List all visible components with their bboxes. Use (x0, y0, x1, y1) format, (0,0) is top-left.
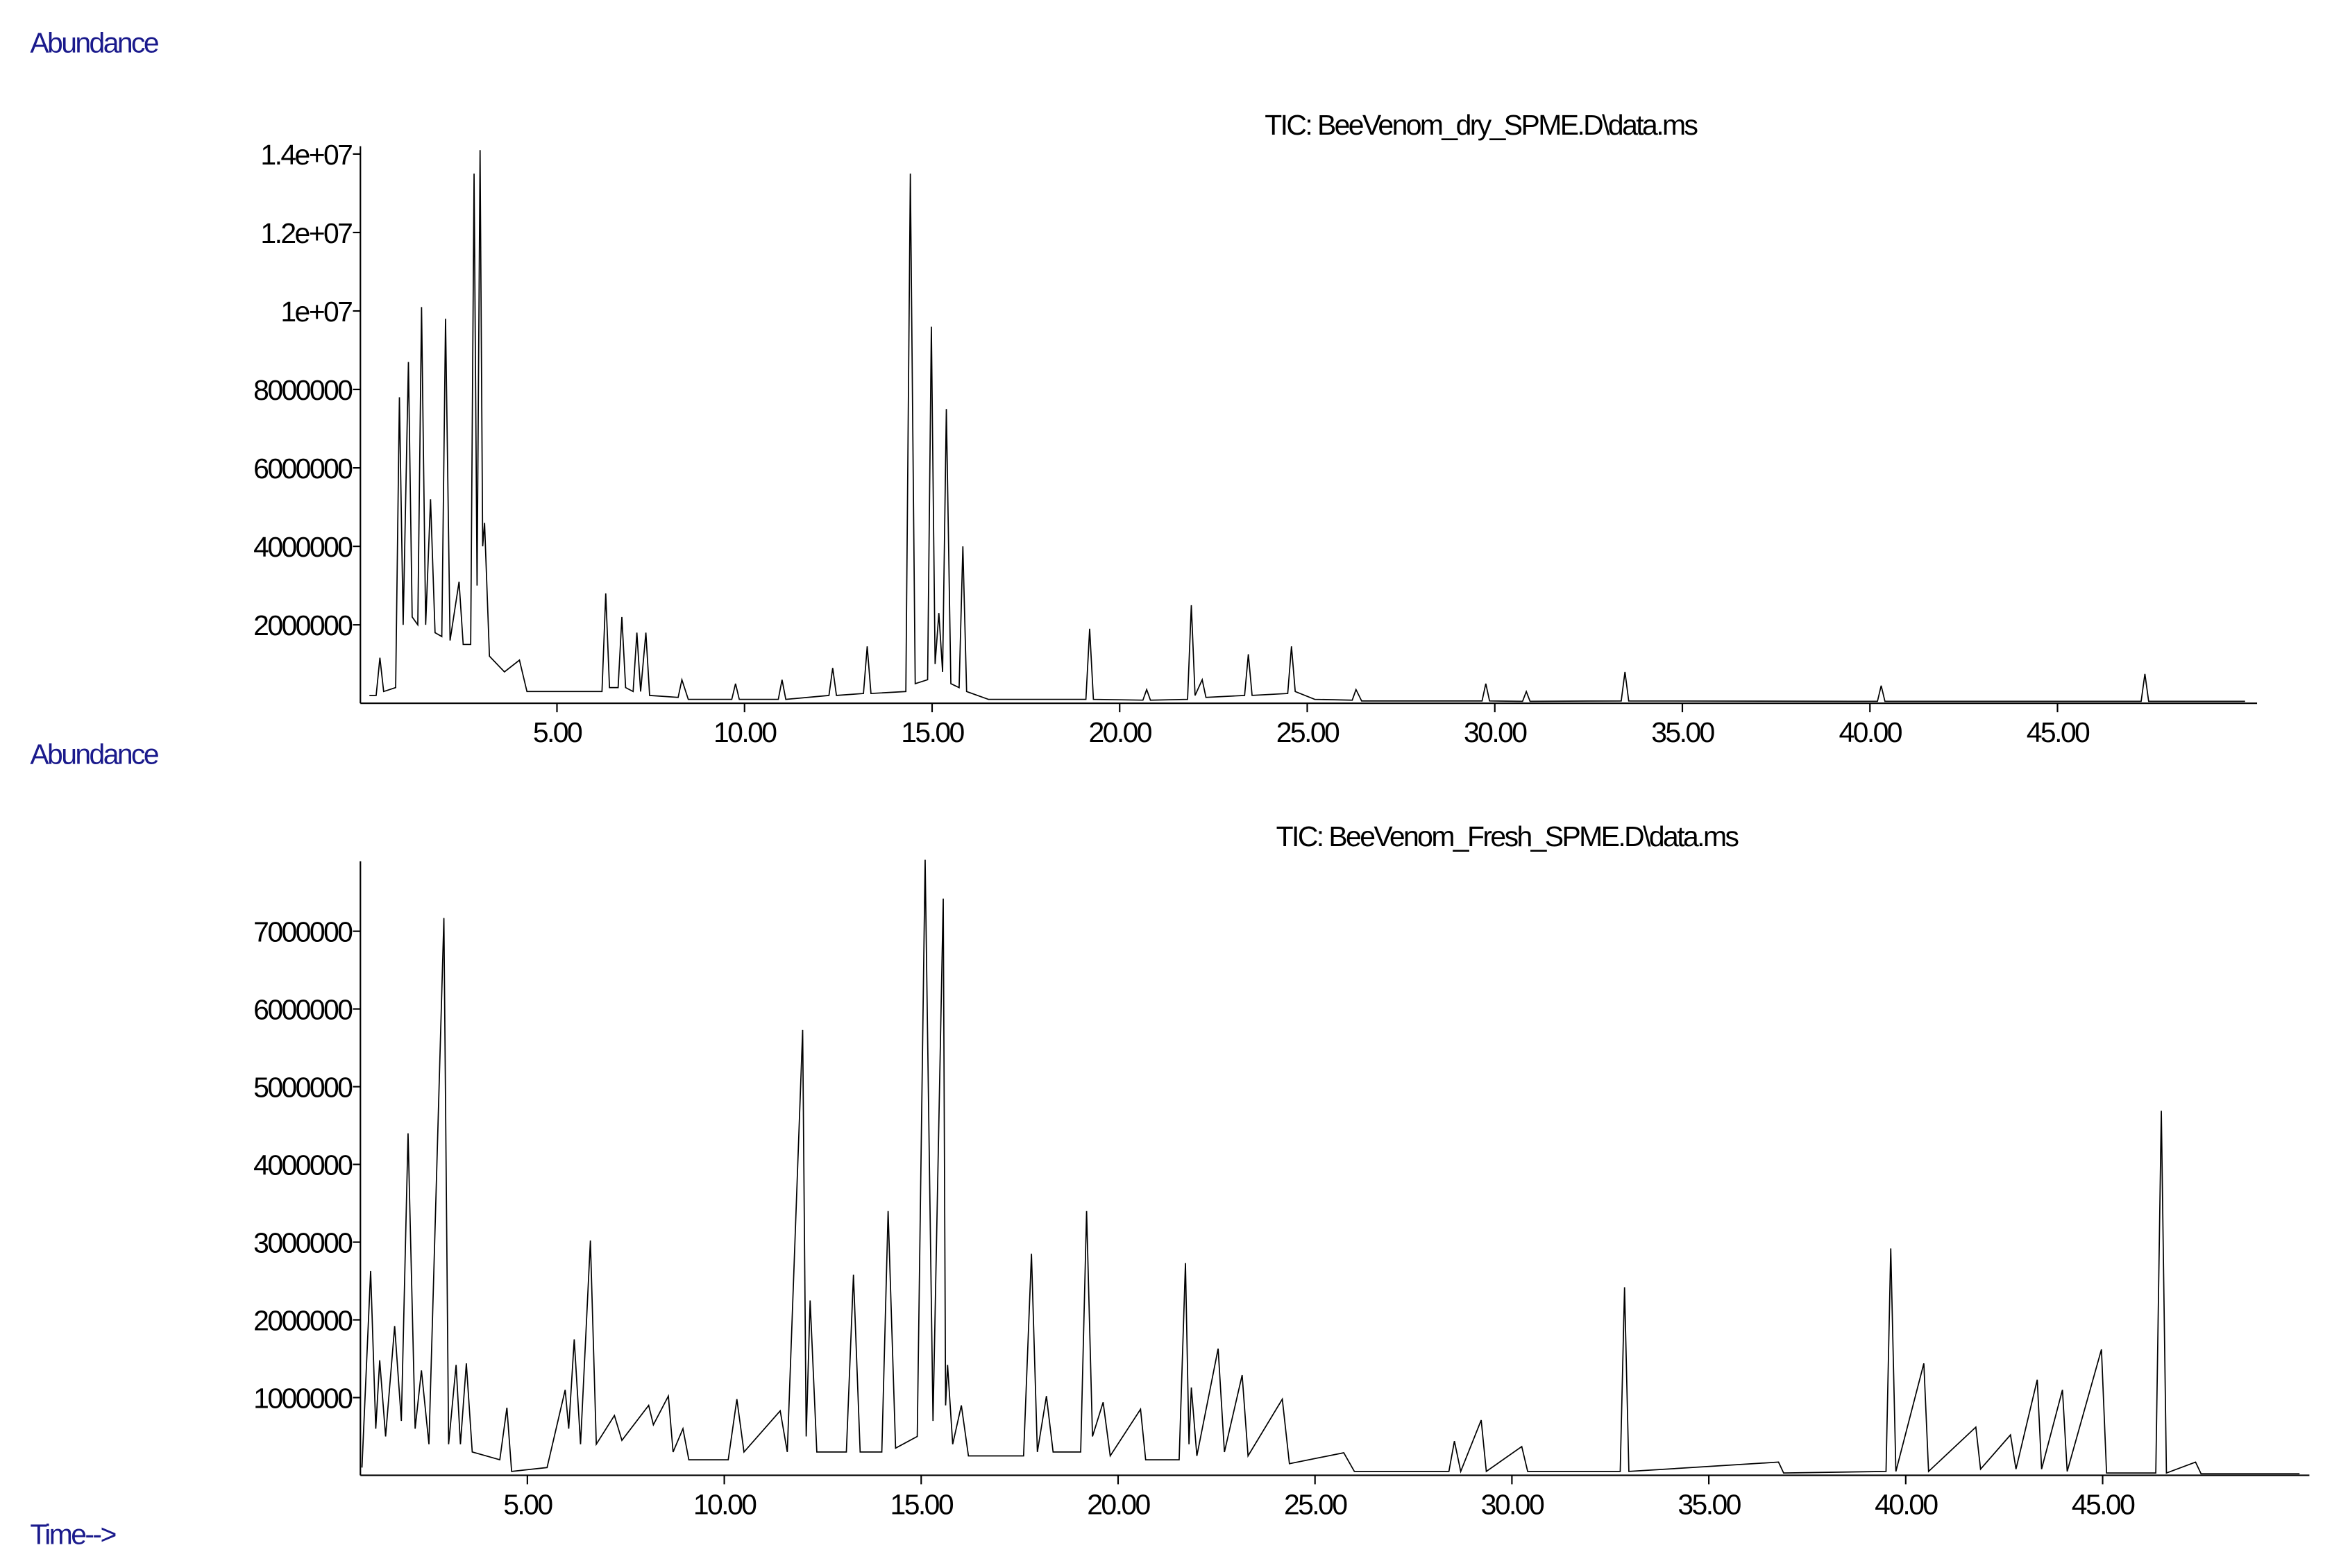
y-axis-label: Abundance (30, 26, 158, 58)
x-tick-label: 45.00 (2027, 716, 2090, 748)
y-tick-label: 1000000 (253, 1383, 353, 1415)
y-tick-label: 3000000 (253, 1227, 353, 1259)
y-tick-label: 1.4e+07 (260, 139, 352, 171)
x-tick-label: 20.00 (1087, 1488, 1150, 1520)
x-tick-label: 35.00 (1651, 716, 1714, 748)
x-tick-label: 15.00 (901, 716, 964, 748)
trace (361, 859, 2300, 1475)
y-tick-label: 7000000 (253, 916, 353, 948)
y-tick-label: 5000000 (253, 1072, 353, 1104)
trace (369, 150, 2245, 702)
chart-title: TIC: BeeVenom_dry_SPME.D\data.ms (1265, 109, 1697, 141)
x-axis-label: Time--> (30, 1519, 115, 1551)
y-axis-label: Abundance (30, 738, 158, 770)
x-tick-label: 10.00 (693, 1488, 757, 1520)
x-tick-label: 25.00 (1276, 716, 1340, 748)
y-tick-label: 4000000 (253, 531, 353, 563)
y-tick-label: 4000000 (253, 1149, 353, 1181)
y-tick-label: 2000000 (253, 1305, 353, 1337)
chart-title: TIC: BeeVenom_Fresh_SPME.D\data.ms (1276, 820, 1739, 852)
x-tick-label: 10.00 (713, 716, 777, 748)
x-tick-label: 45.00 (2072, 1488, 2135, 1520)
x-tick-label: 40.00 (1875, 1488, 1938, 1520)
x-tick-label: 5.00 (533, 716, 582, 748)
y-tick-label: 6000000 (253, 453, 353, 484)
x-tick-label: 35.00 (1678, 1488, 1741, 1520)
x-tick-label: 25.00 (1284, 1488, 1347, 1520)
x-tick-label: 30.00 (1481, 1488, 1544, 1520)
x-tick-label: 5.00 (503, 1488, 552, 1520)
x-tick-label: 15.00 (890, 1488, 954, 1520)
y-tick-label: 1e+07 (280, 296, 352, 328)
y-tick-label: 6000000 (253, 994, 353, 1026)
y-tick-label: 2000000 (253, 609, 353, 641)
x-tick-label: 30.00 (1464, 716, 1527, 748)
x-tick-label: 40.00 (1839, 716, 1902, 748)
y-tick-label: 1.2e+07 (260, 217, 352, 249)
y-tick-label: 8000000 (253, 374, 353, 406)
x-tick-label: 20.00 (1089, 716, 1152, 748)
